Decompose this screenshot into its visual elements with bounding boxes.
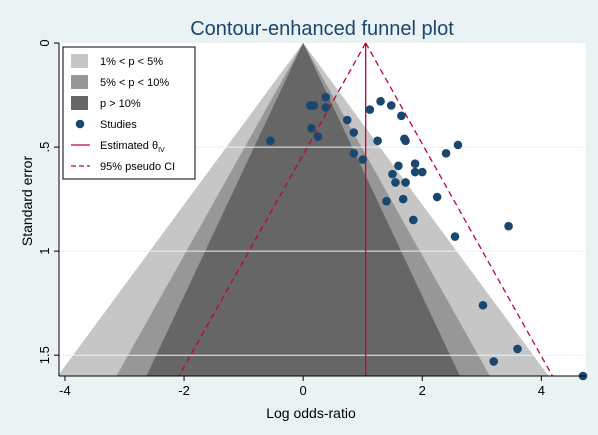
study-point [321,103,331,112]
contour-region-3 [146,43,460,376]
x-tick-label: 0 [300,383,307,398]
y-tick-label: 1 [37,248,52,255]
legend-swatch [71,96,88,110]
study-point [441,149,451,158]
study-point [417,167,427,177]
study-point [313,132,323,141]
y-tick-label: 1.5 [37,346,52,364]
study-point [391,178,400,187]
legend-label-text: Studies [100,119,137,131]
study-point [373,136,382,146]
legend-marker [75,119,85,129]
study-point [386,101,396,110]
study-point [401,136,410,146]
study-point [478,300,488,310]
x-axis-title: Log odds-ratio [266,405,356,421]
study-point [342,115,352,125]
study-point [432,192,442,202]
study-point [309,101,319,110]
pseudo-ci-left [178,42,367,377]
study-point [453,140,463,150]
y-tick-label: 0 [37,39,52,46]
study-point [513,344,522,354]
legend-label-text: 95% pseudo CI [100,161,175,173]
legend-label-text: 5% < p < 10% [100,77,169,89]
study-point [504,221,513,231]
y-tick-label: .5 [37,142,52,153]
y-axis-title: Standard error [19,156,35,247]
study-point [321,92,331,102]
pseudo-ci-right [365,42,553,377]
study-point [401,178,410,187]
legend-label-text: 1% < p < 5% [100,56,163,68]
study-point [382,196,391,206]
legend-swatch [71,75,88,89]
study-point [307,124,316,133]
legend-swatch [71,54,88,68]
legend-label: Estimated θIV [100,140,165,154]
study-point [349,149,359,158]
legend-label-subscript: IV [158,147,165,154]
x-tick-label: 4 [538,383,545,398]
legend-label-text: p > 10% [100,98,141,110]
x-tick-label: -2 [178,383,190,398]
study-point [266,136,275,146]
study-point [409,215,418,225]
study-point [358,155,367,164]
legend-label: Studies [100,119,137,131]
study-point [398,194,408,204]
study-point [489,357,499,366]
legend-label: p > 10% [100,98,141,110]
study-point [450,232,460,241]
study-point [349,128,359,137]
chart-title: Contour-enhanced funnel plot [190,18,454,40]
x-tick-label: 2 [419,383,426,398]
legend-label-text: Estimated θ [100,140,158,152]
study-point [365,105,375,114]
legend-label: 1% < p < 5% [100,56,163,68]
study-point [410,167,420,177]
legend-label: 5% < p < 10% [100,77,169,89]
legend-box [62,46,196,180]
study-point [410,159,420,169]
study-point [397,111,406,121]
study-point [394,161,403,171]
study-point [388,169,397,179]
legend-label: 95% pseudo CI [100,161,175,173]
study-point [376,96,385,106]
x-tick-label: -4 [59,383,71,398]
